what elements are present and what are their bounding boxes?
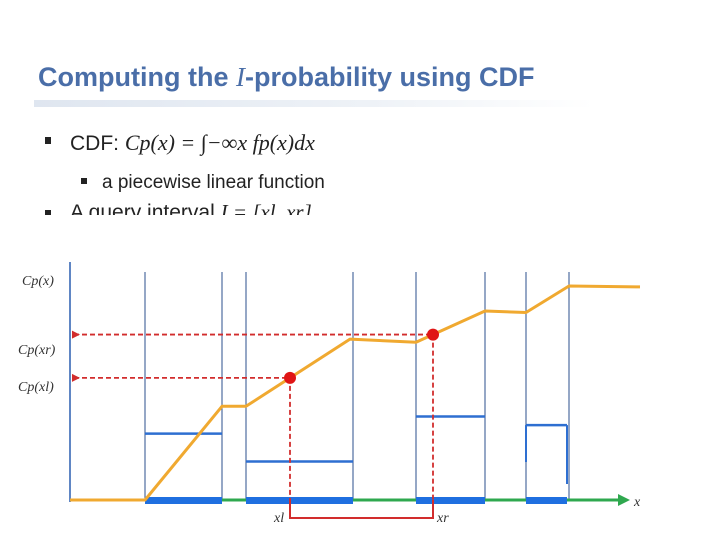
x-tick-label-xl: xl	[273, 511, 284, 526]
bullet-cdf-label: CDF:	[70, 132, 125, 155]
bullet-query-interval: A query interval I = [xl, xr]	[70, 200, 312, 215]
cdf-point-xr	[427, 328, 439, 341]
bullet-marker	[45, 137, 51, 144]
title-underline	[34, 100, 594, 107]
query-interval-bracket	[289, 500, 434, 519]
dashed-arrowhead	[72, 330, 80, 339]
support-segment	[246, 497, 353, 504]
dashed-arrowhead	[72, 373, 80, 382]
bullet-marker	[45, 210, 51, 215]
slide-title: Computing the I-probability using CDF	[38, 62, 534, 93]
cdf-line	[70, 284, 641, 502]
support-segment	[416, 497, 485, 504]
bullet-piecewise: a piecewise linear function	[102, 172, 325, 193]
title-prefix: Computing the	[38, 62, 236, 92]
support-segment	[145, 497, 222, 504]
bullet-query-label: A query interval	[70, 201, 221, 215]
support-segment	[526, 497, 567, 504]
bullet-cdf-formula: Cp(x) = ∫−∞x fp(x)dx	[124, 130, 315, 155]
x-axis-label: x	[633, 495, 641, 510]
bullet-cdf: CDF: Cp(x) = ∫−∞x fp(x)dx	[70, 130, 315, 156]
title-math: I	[235, 62, 245, 92]
y-tick-label-xr: Cp(xr)	[18, 343, 56, 358]
bullet-marker	[81, 178, 87, 184]
title-suffix: -probability using CDF	[244, 62, 535, 92]
y-tick-label-xl: Cp(xl)	[18, 380, 54, 395]
x-tick-label-xr: xr	[436, 511, 449, 526]
cdf-point-xl	[284, 371, 296, 384]
y-axis-label: Cp(x)	[22, 274, 54, 289]
bullet-query-formula: I = [xl, xr]	[220, 200, 312, 215]
bullet-list: CDF: Cp(x) = ∫−∞x fp(x)dx a piecewise li…	[0, 0, 720, 215]
x-axis-arrowhead	[618, 494, 630, 506]
